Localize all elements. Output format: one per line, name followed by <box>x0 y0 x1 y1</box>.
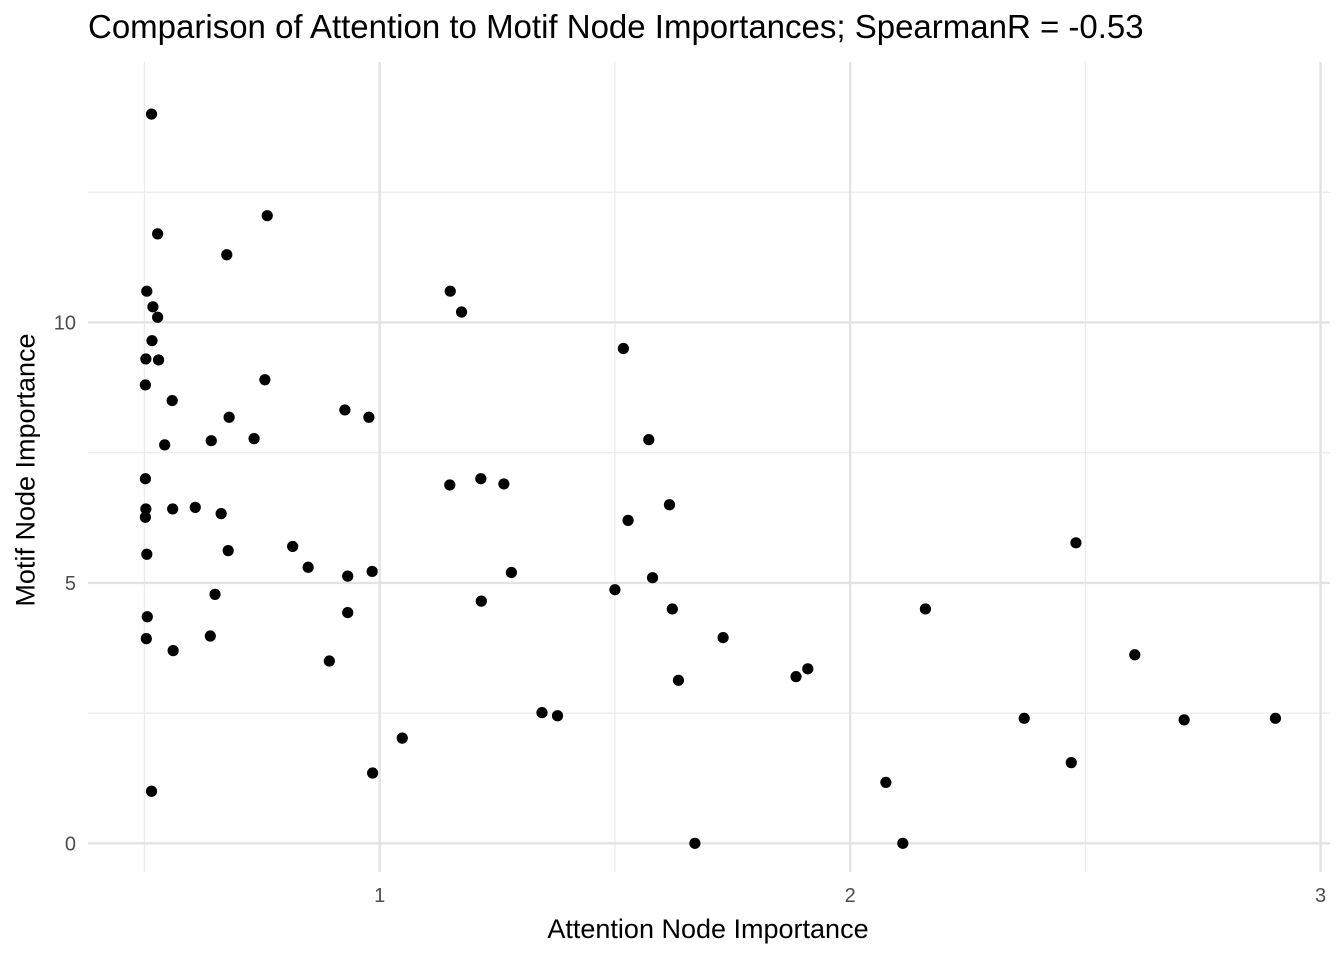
scatter-point <box>1129 649 1141 661</box>
scatter-point <box>444 285 456 297</box>
scatter-point <box>646 572 659 584</box>
scatter-point <box>159 439 171 451</box>
scatter-point <box>222 545 234 557</box>
minor-gridlines <box>88 62 1330 872</box>
scatter-point <box>221 249 233 261</box>
y-tick-label: 0 <box>65 833 76 855</box>
scatter-point <box>140 353 152 365</box>
scatter-point <box>167 645 179 657</box>
scatter-point <box>139 473 151 485</box>
scatter-point <box>475 473 487 485</box>
scatter-point <box>287 540 299 553</box>
y-tick-labels: 0 5 10 <box>54 312 76 855</box>
scatter-point <box>643 434 655 446</box>
scatter-point <box>139 511 151 523</box>
scatter-point <box>146 335 158 347</box>
x-tick-labels: 1 2 3 <box>374 885 1326 907</box>
scatter-point <box>141 285 153 297</box>
scatter-point <box>1178 714 1190 726</box>
scatter-point <box>367 767 379 779</box>
y-tick-label: 5 <box>65 573 76 595</box>
scatter-point <box>205 435 217 447</box>
scatter-point <box>302 561 314 573</box>
scatter-point <box>444 479 456 491</box>
scatter-point <box>790 671 802 683</box>
chart-title: Comparison of Attention to Motif Node Im… <box>88 8 1144 45</box>
scatter-point <box>663 499 676 511</box>
scatter-point <box>672 674 685 686</box>
scatter-point <box>342 606 354 619</box>
scatter-point <box>551 710 564 722</box>
scatter-point <box>139 379 151 391</box>
scatter-point <box>897 837 909 849</box>
x-tick-label: 3 <box>1315 885 1326 907</box>
scatter-point <box>363 411 375 423</box>
x-tick-label: 2 <box>845 885 856 907</box>
scatter-point <box>617 342 629 355</box>
data-points <box>139 108 1282 849</box>
scatter-point <box>609 584 621 596</box>
scatter-point <box>323 655 335 667</box>
scatter-point <box>919 603 932 615</box>
x-axis-title: Attention Node Importance <box>547 914 869 944</box>
scatter-point <box>189 501 201 513</box>
scatter-point <box>145 108 158 120</box>
scatter-point <box>152 311 164 323</box>
scatter-point <box>215 508 227 520</box>
scatter-point <box>339 404 351 416</box>
scatter-point <box>223 411 235 423</box>
scatter-point <box>1269 712 1282 724</box>
scatter-point <box>689 837 701 849</box>
y-axis-title: Motif Node Importance <box>10 333 41 607</box>
scatter-point <box>141 548 153 560</box>
scatter-point <box>140 503 152 515</box>
scatter-point <box>880 776 892 789</box>
scatter-point <box>152 228 164 240</box>
y-tick-label: 10 <box>54 312 76 334</box>
scatter-point <box>261 210 273 222</box>
scatter-point <box>366 565 378 578</box>
x-tick-label: 1 <box>374 885 385 907</box>
scatter-point <box>140 633 152 645</box>
scatter-point <box>166 394 178 407</box>
scatter-point <box>147 301 159 313</box>
scatter-point <box>1018 712 1030 724</box>
scatter-point <box>1065 757 1077 769</box>
scatter-point <box>396 732 408 744</box>
scatter-point <box>505 566 518 579</box>
scatter-point <box>204 630 216 642</box>
scatter-point <box>141 611 153 623</box>
scatter-point <box>455 306 468 318</box>
scatter-point <box>475 595 487 607</box>
scatter-point <box>717 631 729 644</box>
scatter-point <box>536 707 548 719</box>
scatter-point <box>1070 537 1082 549</box>
scatter-point <box>802 663 814 675</box>
scatter-point <box>666 603 678 615</box>
scatter-point <box>145 785 158 797</box>
scatter-point <box>498 478 510 490</box>
scatter-point <box>259 374 271 386</box>
scatter-point <box>209 588 221 600</box>
scatter-point <box>152 354 165 366</box>
scatter-point <box>248 433 260 445</box>
scatter-point <box>167 503 179 515</box>
major-gridlines <box>88 62 1330 872</box>
scatter-point <box>622 514 634 526</box>
scatter-point <box>342 570 354 582</box>
